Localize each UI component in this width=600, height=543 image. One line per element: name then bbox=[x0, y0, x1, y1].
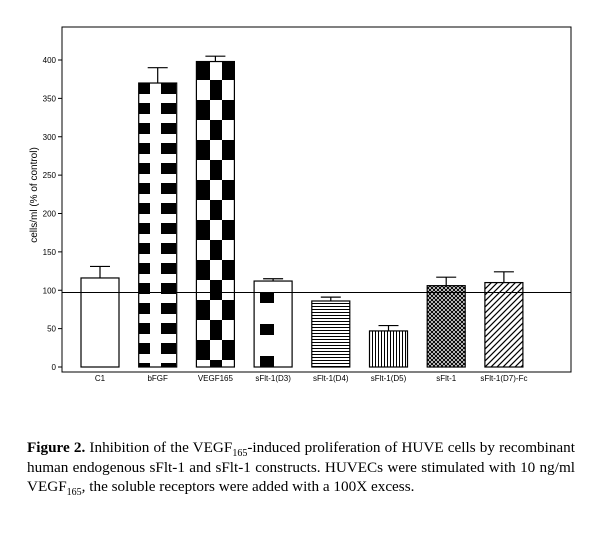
y-axis: 0 50 100 150 200 250 300 350 400 bbox=[43, 56, 62, 372]
bars-group bbox=[80, 55, 524, 368]
bar bbox=[195, 60, 235, 368]
plot-frame bbox=[61, 26, 572, 373]
bar bbox=[311, 300, 351, 368]
x-tick-label: sFlt-1 bbox=[436, 374, 457, 383]
y-tick-label: 300 bbox=[43, 133, 57, 142]
caption-text-1: Inhibition of the VEGF bbox=[85, 439, 233, 456]
bar bbox=[80, 277, 120, 368]
caption-subscript-2: 165 bbox=[66, 487, 82, 499]
x-tick-label: C1 bbox=[95, 374, 106, 383]
bar bbox=[484, 281, 524, 368]
x-axis-labels: C1 bFGF VEGF165 sFlt-1(D3) sFlt-1(D4) sFlt-1(… bbox=[95, 374, 528, 383]
y-tick-label: 100 bbox=[43, 286, 57, 295]
x-tick-label: sFlt-1(D3) bbox=[255, 374, 291, 383]
x-tick-label: sFlt-1(D7)-Fc bbox=[480, 374, 527, 383]
bar bbox=[368, 330, 409, 368]
caption-text-2: -induced proliferation of HUVE cells by … bbox=[27, 439, 575, 495]
caption-text-3: , the soluble receptors were added with … bbox=[81, 478, 415, 495]
x-tick-label: sFlt-1(D4) bbox=[313, 374, 349, 383]
y-axis-title: cells/ml (% of control) bbox=[29, 147, 40, 243]
x-tick-label: sFlt-1(D5) bbox=[371, 374, 407, 383]
y-tick-label: 350 bbox=[43, 94, 57, 103]
caption-label: Figure 2. bbox=[27, 439, 86, 456]
y-tick-label: 400 bbox=[43, 56, 57, 65]
figure-caption: Figure 2. Inhibition of the VEGF165-indu… bbox=[27, 438, 575, 499]
y-tick-label: 50 bbox=[47, 325, 56, 334]
bar bbox=[426, 285, 466, 368]
x-tick-label: bFGF bbox=[147, 374, 168, 383]
y-tick-label: 200 bbox=[43, 210, 57, 219]
bar bbox=[253, 280, 293, 368]
bar bbox=[138, 82, 178, 368]
x-tick-label: VEGF165 bbox=[198, 374, 234, 383]
y-tick-label: 150 bbox=[43, 248, 57, 257]
bar-chart: 0 50 100 150 200 250 300 350 400 C1 bFGF VEGF165 sF… bbox=[29, 26, 572, 383]
y-tick-label: 0 bbox=[52, 363, 57, 372]
y-tick-label: 250 bbox=[43, 171, 57, 180]
caption-subscript-1: 165 bbox=[232, 448, 248, 460]
